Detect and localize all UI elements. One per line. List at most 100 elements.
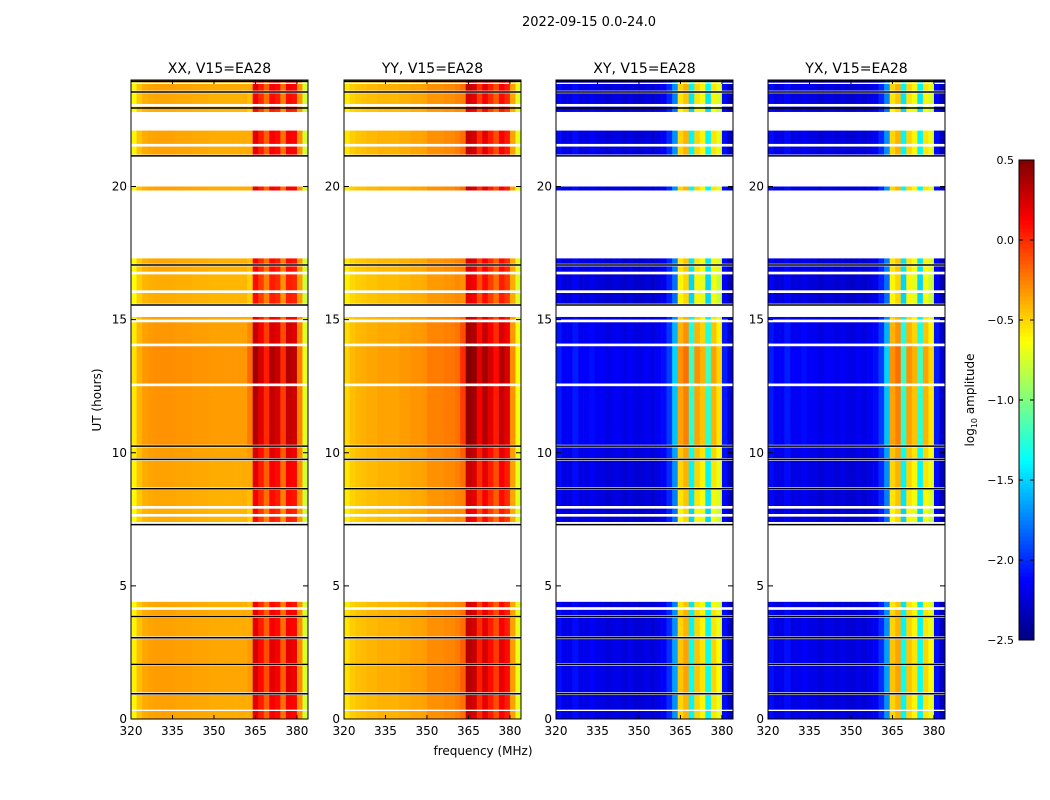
heatmap-cell <box>939 639 946 664</box>
heatmap-cell <box>164 508 171 514</box>
heatmap-cell <box>147 447 154 459</box>
heatmap-cell <box>839 617 846 637</box>
heatmap-cell <box>616 93 623 104</box>
heatmap-cell <box>393 258 400 264</box>
heatmap-cell <box>131 490 137 506</box>
heatmap-cell <box>504 83 511 91</box>
heatmap-cell <box>169 508 176 514</box>
heatmap-cell <box>873 601 879 608</box>
heatmap-cell <box>795 639 802 664</box>
heatmap-cell <box>219 83 226 91</box>
heatmap-cell <box>655 186 662 191</box>
heatmap-cell <box>344 83 350 91</box>
heatmap-cell <box>360 447 367 459</box>
heatmap-cell <box>186 695 193 710</box>
heatmap-cell <box>812 508 819 514</box>
heatmap-cell <box>600 695 607 710</box>
heatmap-cell <box>344 346 350 384</box>
heatmap-cell <box>208 316 215 320</box>
heatmap-cell <box>677 266 684 272</box>
heatmap-cell <box>572 508 579 514</box>
heatmap-cell <box>933 83 940 91</box>
heatmap-cell <box>828 316 835 320</box>
heatmap-cell <box>197 106 204 112</box>
colorbar-segment <box>1019 424 1034 429</box>
heatmap-cell <box>247 508 253 514</box>
heatmap-cell <box>476 695 483 710</box>
heatmap-cell <box>561 490 568 506</box>
heatmap-cell <box>823 322 830 344</box>
heatmap-cell <box>487 386 494 445</box>
heatmap-cell <box>147 106 154 112</box>
heatmap-cell <box>768 516 774 522</box>
heatmap-cell <box>655 447 662 459</box>
heatmap-cell <box>583 665 590 693</box>
heatmap-cell <box>812 617 819 637</box>
heatmap-cell <box>202 186 209 191</box>
heatmap-cell <box>504 146 511 155</box>
heatmap-cell <box>699 346 706 384</box>
heatmap-cell <box>377 711 384 719</box>
heatmap-cell <box>594 274 601 291</box>
heatmap-cell <box>344 316 350 320</box>
heatmap-cell <box>388 490 395 506</box>
heatmap-cell <box>594 490 601 506</box>
colorbar-segment <box>1019 444 1034 449</box>
heatmap-cell <box>622 639 629 664</box>
heatmap-cell <box>900 186 907 191</box>
heatmap-cell <box>377 83 384 91</box>
x-tick-label: 350 <box>628 724 651 738</box>
heatmap-cell <box>230 447 237 459</box>
heatmap-cell <box>438 516 444 522</box>
heatmap-cell <box>600 601 607 608</box>
heatmap-cell <box>454 695 461 710</box>
heatmap-cell <box>834 266 841 272</box>
heatmap-cell <box>247 711 253 719</box>
heatmap-cell <box>493 186 500 191</box>
heatmap-cell <box>410 316 417 320</box>
heatmap-cell <box>252 274 259 291</box>
heatmap-cell <box>476 617 483 637</box>
heatmap-cell <box>274 146 281 155</box>
heatmap-cell <box>366 266 372 272</box>
heatmap-cell <box>454 266 461 272</box>
y-tick-label: 10 <box>325 446 340 460</box>
heatmap-cell <box>928 711 935 719</box>
heatmap-cell <box>504 447 511 459</box>
heatmap-cell <box>274 447 281 459</box>
heatmap-cell <box>933 274 940 291</box>
heatmap-cell <box>716 274 723 291</box>
heatmap-cell <box>432 186 439 191</box>
heatmap-cell <box>236 609 242 616</box>
heatmap-cell <box>605 460 612 488</box>
heatmap-cell <box>873 711 879 719</box>
heatmap-cell <box>933 266 940 272</box>
heatmap-cell <box>790 617 796 637</box>
heatmap-cell <box>911 386 918 445</box>
heatmap-cell <box>393 665 400 693</box>
heatmap-cell <box>823 508 830 514</box>
heatmap-cell <box>197 274 204 291</box>
heatmap-cell <box>230 266 237 272</box>
heatmap-cell <box>583 316 590 320</box>
heatmap-cell <box>432 711 439 719</box>
heatmap-cell <box>460 609 466 616</box>
panel-frame <box>555 79 734 720</box>
heatmap-cell <box>269 146 276 155</box>
heatmap-cell <box>153 711 159 719</box>
heatmap-cell <box>360 639 367 664</box>
heatmap-cell <box>247 146 253 155</box>
heatmap-cell <box>225 93 231 104</box>
heatmap-cell <box>638 711 645 719</box>
heatmap-cell <box>404 711 411 719</box>
heatmap-cell <box>845 617 852 637</box>
heatmap-cell <box>661 490 667 506</box>
heatmap-cell <box>426 601 433 608</box>
heatmap-cell <box>487 609 494 616</box>
heatmap-cell <box>344 130 350 144</box>
heatmap-cell <box>572 617 579 637</box>
heatmap-cell <box>404 447 411 459</box>
heatmap-cell <box>768 508 774 514</box>
heatmap-cell <box>482 83 489 91</box>
heatmap-cell <box>672 386 678 445</box>
